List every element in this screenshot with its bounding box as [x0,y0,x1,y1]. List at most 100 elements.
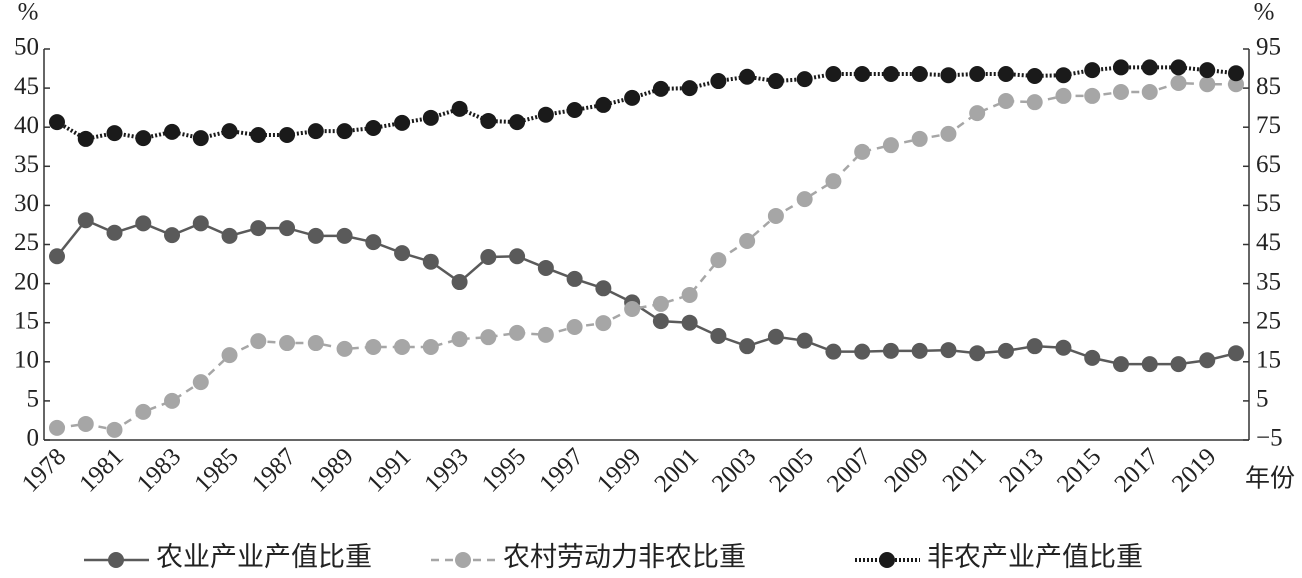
data-point [911,130,928,147]
data-point [221,227,238,244]
x-tick-label: 1983 [132,443,186,497]
data-point [1026,338,1043,355]
x-tick-label: 2019 [1167,443,1221,497]
data-point [595,280,612,297]
legend-marker [879,552,895,568]
data-point [77,415,94,432]
data-point [422,109,439,126]
x-tick-label: 1995 [477,443,531,497]
data-point [250,127,267,144]
y-tick-label: 25 [14,229,39,256]
data-point [422,338,439,355]
data-point [940,125,957,142]
data-point [566,270,583,287]
data-point [307,227,324,244]
data-point [250,333,267,350]
legend-label: 非农产业产值比重 [927,542,1143,572]
data-point [854,66,871,83]
data-point [739,232,756,249]
data-point [1141,59,1158,76]
data-point [911,66,928,83]
data-point [221,123,238,140]
data-point [394,245,411,262]
data-point [969,105,986,122]
y-tick-label: 45 [14,73,39,100]
data-point [509,114,526,131]
y-tick-label: 30 [14,190,39,217]
data-point [1084,62,1101,79]
data-point [1170,75,1187,92]
data-point [480,329,497,346]
x-tick-label: 2005 [765,443,819,497]
data-point [940,67,957,84]
data-point [767,207,784,224]
data-point [279,127,296,144]
x-tick-label: 1985 [189,443,243,497]
y2-tick-label: 95 [1256,34,1281,61]
data-point [710,252,727,269]
x-tick-label: 2009 [880,443,934,497]
data-point [940,342,957,359]
data-point [336,340,353,357]
data-point [566,319,583,336]
data-point [77,212,94,229]
data-point [135,130,152,147]
data-point [1228,345,1244,362]
data-point [710,327,727,344]
legend-marker [455,552,471,568]
y2-tick-label: 75 [1256,112,1281,139]
data-point [997,93,1014,110]
data-point [106,421,123,438]
x-tick-label: 1981 [74,443,128,497]
data-point [624,89,641,106]
data-point [106,224,123,241]
y2-tick-label: 25 [1256,307,1281,334]
data-point [394,338,411,355]
x-axis-label: 年份 [1245,465,1295,493]
data-point [135,215,152,232]
y2-tick-label: 5 [1256,386,1269,413]
data-point [1228,65,1244,82]
y-tick-label: 10 [14,347,39,374]
y-tick-label: 0 [27,425,40,452]
data-point [997,342,1014,359]
legend-marker [108,552,124,568]
data-point [1084,349,1101,366]
legend-label: 农业产业产值比重 [156,542,372,572]
data-point [336,123,353,140]
x-tick-label: 1999 [592,443,646,497]
data-point [969,66,986,83]
data-point [1170,59,1187,76]
data-point [681,286,698,303]
data-point [796,71,813,88]
data-point [480,112,497,129]
data-point [681,80,698,97]
data-point [49,419,65,436]
data-point [394,114,411,131]
x-tick-label: 1997 [534,443,588,497]
data-point [250,220,267,237]
data-point [365,234,382,251]
data-point [739,338,756,355]
data-point [1199,76,1216,93]
x-tick-label: 2001 [649,443,703,497]
data-point [1112,84,1129,101]
x-tick-label: 2013 [995,443,1049,497]
data-point [882,137,899,154]
data-point [767,73,784,90]
data-point [767,328,784,345]
y-tick-label: 50 [14,34,39,61]
y-tick-label: 15 [14,307,39,334]
data-point [1112,59,1129,76]
data-point [537,106,554,123]
data-point [1141,84,1158,101]
data-point [1026,94,1043,111]
data-point [1112,356,1129,373]
data-point [135,403,152,420]
data-point [1084,87,1101,104]
data-point [825,173,842,190]
data-point [365,338,382,355]
data-point [480,249,497,266]
data-point [1055,87,1072,104]
